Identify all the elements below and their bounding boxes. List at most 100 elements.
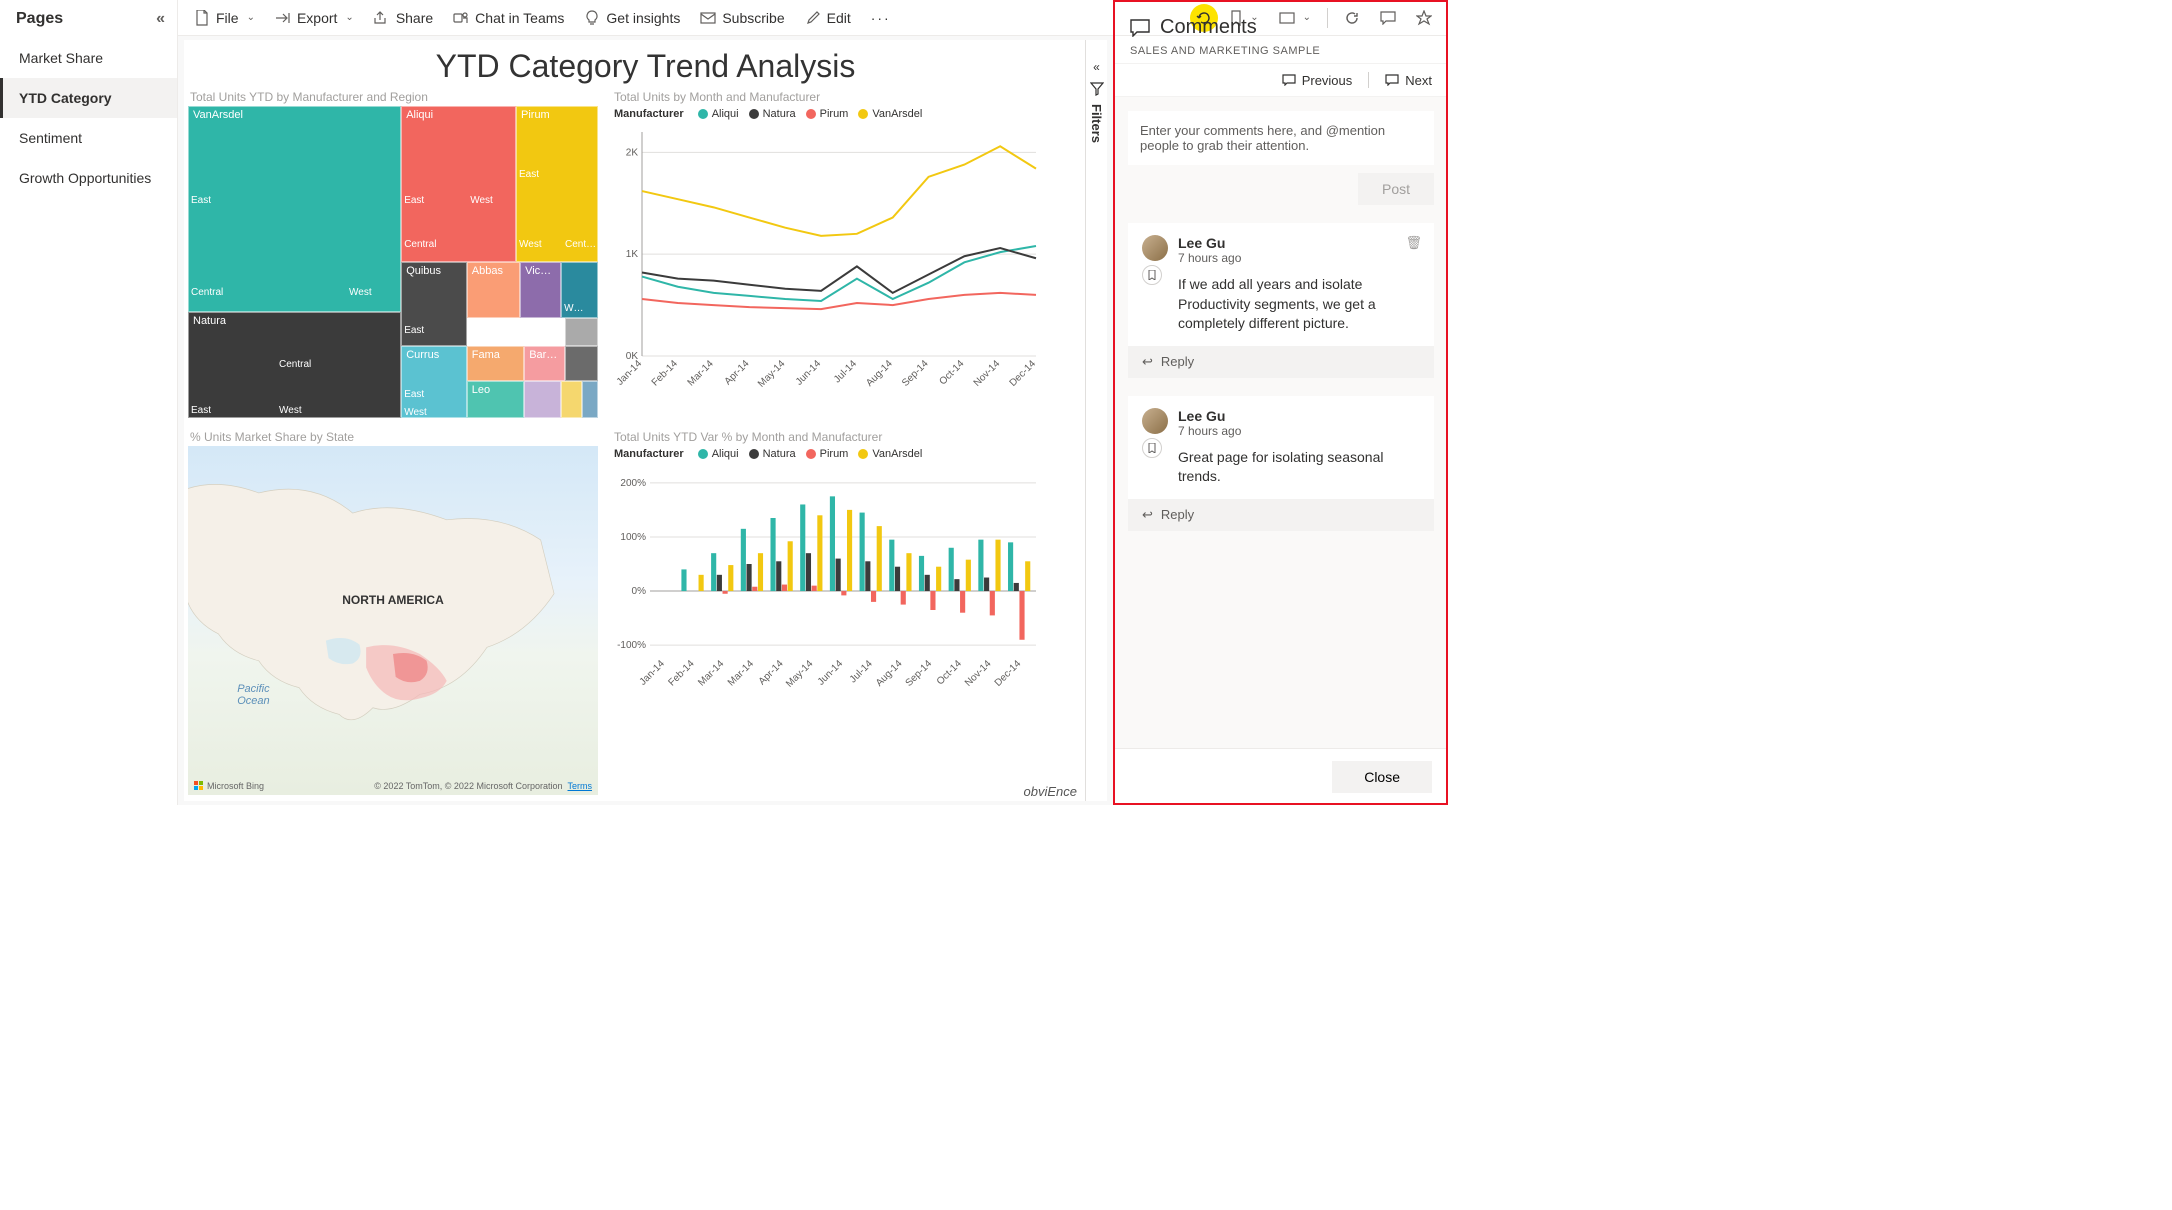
teams-icon <box>453 10 469 26</box>
next-comment-button[interactable]: Next <box>1385 72 1432 88</box>
legend-item[interactable]: Pirum <box>806 448 849 460</box>
treemap-cell[interactable]: Bar… <box>524 346 565 380</box>
treemap-cell[interactable] <box>561 381 582 418</box>
export-menu[interactable]: Export⌄ <box>267 6 362 30</box>
treemap-cell[interactable] <box>565 318 598 346</box>
legend-item[interactable]: Aliqui <box>698 108 739 120</box>
treemap-cell[interactable]: Vic… <box>520 262 561 318</box>
line-chart-visual[interactable]: Total Units by Month and Manufacturer Ma… <box>612 90 1081 420</box>
svg-text:Aug-14: Aug-14 <box>864 358 895 389</box>
comment-time: 7 hours ago <box>1178 251 1241 265</box>
share-button[interactable]: Share <box>366 6 441 30</box>
svg-text:Dec-14: Dec-14 <box>1008 358 1039 389</box>
svg-text:Apr-14: Apr-14 <box>757 658 786 687</box>
legend-item[interactable]: Natura <box>749 448 796 460</box>
more-button[interactable]: ··· <box>863 6 899 30</box>
comment-time: 7 hours ago <box>1178 424 1241 438</box>
delete-comment-icon[interactable]: 🗑 <box>1405 235 1422 251</box>
svg-text:2K: 2K <box>626 147 639 158</box>
svg-text:Nov-14: Nov-14 <box>972 358 1003 389</box>
avatar <box>1142 408 1168 434</box>
comments-subtitle: SALES AND MARKETING SAMPLE <box>1130 45 1432 57</box>
svg-text:Jun-14: Jun-14 <box>794 358 824 388</box>
svg-text:Nov-14: Nov-14 <box>963 658 994 689</box>
sidebar-item-growth-opportunities[interactable]: Growth Opportunities <box>0 158 177 198</box>
svg-text:Jan-14: Jan-14 <box>615 358 645 388</box>
pencil-icon <box>805 10 821 26</box>
prev-comment-button[interactable]: Previous <box>1282 72 1353 88</box>
svg-text:Dec-14: Dec-14 <box>993 658 1024 689</box>
comment-input[interactable]: Enter your comments here, and @mention p… <box>1128 111 1434 165</box>
legend-item[interactable]: Aliqui <box>698 448 739 460</box>
pages-sidebar: Pages « Market ShareYTD CategorySentimen… <box>0 0 178 805</box>
legend-item[interactable]: VanArsdel <box>858 448 922 460</box>
treemap-cell[interactable]: AliquiEastWestCentral <box>401 106 516 262</box>
lightbulb-icon <box>584 10 600 26</box>
comment-text: If we add all years and isolate Producti… <box>1128 269 1434 346</box>
bookmark-icon[interactable] <box>1142 438 1162 458</box>
comments-title: Comments <box>1130 16 1432 39</box>
insights-button[interactable]: Get insights <box>576 6 688 30</box>
treemap-cell[interactable]: W… <box>561 262 598 318</box>
map-label-ocean: Pacific Ocean <box>237 683 269 707</box>
legend-item[interactable]: Natura <box>749 108 796 120</box>
legend-item[interactable]: Pirum <box>806 108 849 120</box>
treemap-cell[interactable]: Leo <box>467 381 524 418</box>
collapse-sidebar-icon[interactable]: « <box>156 10 165 28</box>
map-terms-link[interactable]: Terms <box>568 781 593 791</box>
subscribe-button[interactable]: Subscribe <box>692 6 792 30</box>
svg-text:Oct-14: Oct-14 <box>937 358 966 387</box>
avatar <box>1142 235 1168 261</box>
treemap-cell[interactable] <box>565 346 598 380</box>
treemap-cell[interactable]: VanArsdelEastCentralWest <box>188 106 401 312</box>
line-chart-svg: 0K1K2KJan-14Feb-14Mar-14Apr-14May-14Jun-… <box>612 126 1081 396</box>
svg-text:Oct-14: Oct-14 <box>935 658 964 687</box>
edit-button[interactable]: Edit <box>797 6 859 30</box>
map-visual[interactable]: % Units Market Share by State NORTH AMER… <box>188 430 598 797</box>
reply-button[interactable]: ↩Reply <box>1128 346 1434 378</box>
svg-text:May-14: May-14 <box>784 658 816 690</box>
svg-text:Mar-14: Mar-14 <box>726 658 756 688</box>
svg-text:1K: 1K <box>626 249 639 260</box>
sidebar-item-market-share[interactable]: Market Share <box>0 38 177 78</box>
treemap-cell[interactable] <box>524 381 561 418</box>
file-icon <box>194 10 210 26</box>
treemap-cell[interactable]: QuibusEast <box>401 262 467 346</box>
filter-icon <box>1090 82 1104 96</box>
svg-text:Feb-14: Feb-14 <box>650 358 680 388</box>
svg-text:Apr-14: Apr-14 <box>723 358 752 387</box>
svg-text:100%: 100% <box>620 532 646 543</box>
sidebar-item-sentiment[interactable]: Sentiment <box>0 118 177 158</box>
report-title: YTD Category Trend Analysis <box>184 40 1107 89</box>
map-label-na: NORTH AMERICA <box>342 593 444 607</box>
svg-text:Jun-14: Jun-14 <box>816 658 846 688</box>
bookmark-icon[interactable] <box>1142 265 1162 285</box>
treemap-cell[interactable] <box>582 381 598 418</box>
filters-pane-collapsed[interactable]: « Filters <box>1085 40 1107 801</box>
post-button[interactable]: Post <box>1358 173 1434 205</box>
treemap-cell[interactable]: PirumEastWestCent… <box>516 106 598 262</box>
sidebar-item-ytd-category[interactable]: YTD Category <box>0 78 177 118</box>
close-button[interactable]: Close <box>1332 761 1432 793</box>
chevron-down-icon: ⌄ <box>345 12 353 23</box>
comment-card: Lee Gu7 hours ago Great page for isolatin… <box>1128 396 1434 499</box>
comment-text: Great page for isolating seasonal trends… <box>1128 442 1434 499</box>
legend-item[interactable]: VanArsdel <box>858 108 922 120</box>
chat-teams-button[interactable]: Chat in Teams <box>445 6 572 30</box>
svg-text:Jul-14: Jul-14 <box>848 658 875 685</box>
treemap-cell[interactable]: Fama <box>467 346 524 380</box>
reply-button[interactable]: ↩Reply <box>1128 499 1434 531</box>
comment-author: Lee Gu <box>1178 408 1241 424</box>
mail-icon <box>700 10 716 26</box>
export-icon <box>275 10 291 26</box>
treemap-visual[interactable]: Total Units YTD by Manufacturer and Regi… <box>188 90 598 420</box>
pages-title: Pages <box>16 10 63 28</box>
treemap-cell[interactable]: Abbas <box>467 262 520 318</box>
expand-filters-icon[interactable]: « <box>1093 60 1100 74</box>
bar-chart-visual[interactable]: Total Units YTD Var % by Month and Manuf… <box>612 430 1081 797</box>
treemap-cell[interactable]: NaturaCentralEastWest <box>188 312 401 418</box>
svg-text:May-14: May-14 <box>756 358 788 390</box>
treemap-cell[interactable]: CurrusEastWest <box>401 346 467 418</box>
svg-text:0%: 0% <box>632 586 647 597</box>
file-menu[interactable]: File⌄ <box>186 6 263 30</box>
